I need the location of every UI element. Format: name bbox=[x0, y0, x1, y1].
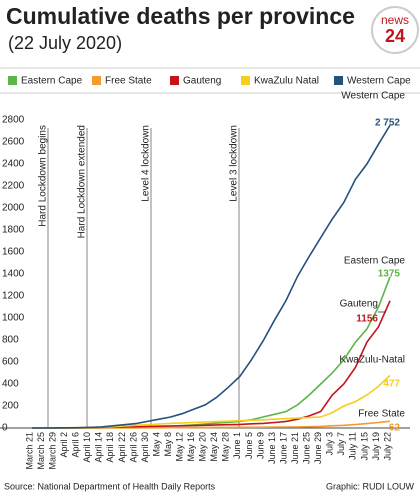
x-tick-label: March 29 bbox=[47, 432, 57, 470]
x-tick-label: April 30 bbox=[140, 432, 150, 463]
x-tick-label: April 18 bbox=[105, 432, 115, 463]
annotation: Hard Lockdown extended bbox=[77, 125, 88, 238]
x-tick-label: June 5 bbox=[244, 432, 254, 459]
y-tick-label: 400 bbox=[2, 379, 19, 390]
y-tick-label: 2600 bbox=[2, 137, 25, 148]
x-tick-label: May 28 bbox=[221, 432, 231, 462]
end-label: Western Cape bbox=[341, 91, 405, 102]
y-tick-label: 1000 bbox=[2, 313, 25, 324]
x-tick-label: June 17 bbox=[278, 432, 288, 464]
legend-label: Eastern Cape bbox=[21, 76, 83, 87]
end-value: 1156 bbox=[356, 314, 378, 325]
chart-title: Cumulative deaths per province bbox=[6, 3, 355, 29]
x-tick-label: July 11 bbox=[348, 432, 358, 460]
x-tick-label: July 3 bbox=[325, 432, 335, 456]
annotation: Hard Lockdown begins bbox=[38, 125, 49, 227]
series-line bbox=[32, 276, 391, 429]
series-line bbox=[32, 124, 391, 429]
annotation: Level 4 lockdown bbox=[141, 125, 152, 202]
x-tick-label: April 2 bbox=[59, 432, 69, 458]
legend-label: Western Cape bbox=[347, 76, 411, 87]
x-tick-label: June 13 bbox=[267, 432, 277, 464]
legend-label: KwaZulu Natal bbox=[254, 76, 319, 87]
x-tick-label: May 12 bbox=[175, 432, 185, 462]
legend-swatch bbox=[334, 76, 343, 85]
legend-label: Free State bbox=[105, 76, 152, 87]
end-value: 62 bbox=[389, 423, 401, 434]
end-label: Eastern Cape bbox=[344, 256, 406, 267]
logo-number: 24 bbox=[385, 26, 405, 46]
annotation: Level 3 lockdown bbox=[229, 125, 240, 202]
x-tick-label: June 21 bbox=[290, 432, 300, 464]
x-tick-label: June 25 bbox=[302, 432, 312, 464]
series-line bbox=[32, 300, 391, 429]
end-value: 2 752 bbox=[375, 118, 400, 129]
x-tick-label: May 4 bbox=[151, 432, 161, 457]
end-label: KwaZulu-Natal bbox=[339, 355, 405, 366]
x-tick-label: May 8 bbox=[163, 432, 173, 457]
end-value: 1375 bbox=[378, 269, 401, 280]
x-tick-label: July 15 bbox=[359, 432, 369, 461]
y-tick-label: 2800 bbox=[2, 115, 25, 126]
x-tick-label: April 14 bbox=[94, 432, 104, 463]
x-tick-label: July 19 bbox=[371, 432, 381, 461]
end-label: Free State bbox=[358, 409, 405, 420]
logo-text: news bbox=[381, 13, 409, 27]
y-tick-label: 200 bbox=[2, 401, 19, 412]
end-label: Gauteng bbox=[340, 299, 378, 310]
x-tick-label: May 24 bbox=[209, 432, 219, 462]
y-tick-label: 600 bbox=[2, 357, 19, 368]
y-tick-label: 2400 bbox=[2, 159, 25, 170]
x-tick-label: April 10 bbox=[82, 432, 92, 463]
x-tick-label: June 9 bbox=[255, 432, 265, 459]
x-tick-label: July 22 bbox=[382, 432, 392, 461]
x-tick-label: April 26 bbox=[128, 432, 138, 463]
y-tick-label: 1600 bbox=[2, 247, 25, 258]
chart-subtitle: (22 July 2020) bbox=[8, 33, 122, 53]
x-tick-label: June 29 bbox=[313, 432, 323, 464]
x-tick-label: July 7 bbox=[336, 432, 346, 456]
x-tick-label: April 22 bbox=[117, 432, 127, 463]
source: Source: National Department of Health Da… bbox=[4, 481, 216, 491]
credit: Graphic: RUDI LOUW bbox=[326, 481, 415, 491]
x-tick-label: March 21 bbox=[24, 432, 34, 470]
x-tick-label: April 6 bbox=[71, 432, 81, 458]
legend-label: Gauteng bbox=[183, 76, 221, 87]
legend-swatch bbox=[92, 76, 101, 85]
legend-swatch bbox=[241, 76, 250, 85]
legend-swatch bbox=[170, 76, 179, 85]
y-tick-label: 1200 bbox=[2, 291, 25, 302]
y-tick-label: 2200 bbox=[2, 181, 25, 192]
x-tick-label: May 16 bbox=[186, 432, 196, 462]
y-tick-label: 1400 bbox=[2, 269, 25, 280]
y-tick-label: 800 bbox=[2, 335, 19, 346]
y-tick-label: 1800 bbox=[2, 225, 25, 236]
end-value: 477 bbox=[383, 379, 400, 390]
x-tick-label: March 25 bbox=[36, 432, 46, 470]
legend-swatch bbox=[8, 76, 17, 85]
y-tick-label: 2000 bbox=[2, 203, 25, 214]
x-tick-label: June 1 bbox=[232, 432, 242, 459]
x-tick-label: May 20 bbox=[198, 432, 208, 462]
logo bbox=[371, 6, 419, 54]
